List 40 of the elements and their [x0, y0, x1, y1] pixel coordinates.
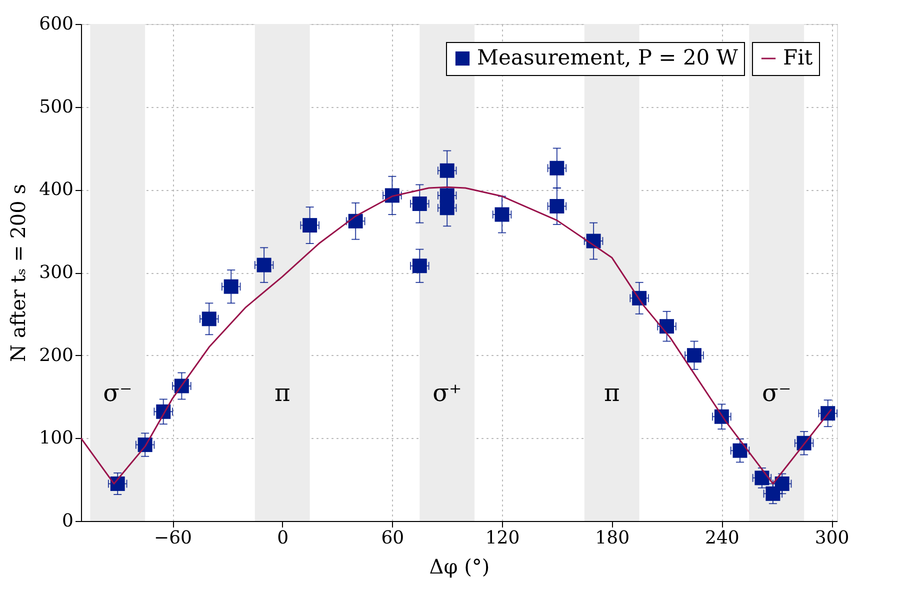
point [660, 319, 674, 334]
band-label: σ⁻ [762, 379, 792, 407]
point [774, 476, 790, 491]
point [732, 443, 748, 458]
point [256, 258, 272, 272]
x-tick-label: 120 [485, 528, 520, 548]
band-label: σ⁻ [103, 379, 132, 407]
x-tick-label: 60 [381, 528, 404, 548]
point [686, 348, 702, 363]
point [412, 196, 427, 211]
legend-label: Fit [783, 46, 814, 70]
point [224, 279, 238, 294]
point [202, 312, 216, 326]
point [494, 207, 510, 222]
x-axis-title: Δφ (°) [429, 554, 490, 578]
point [412, 258, 427, 274]
point [348, 214, 363, 228]
x-tick-label: 0 [277, 528, 289, 548]
point [440, 163, 454, 178]
y-tick-label: 300 [39, 262, 74, 283]
y-tick-label: 0 [62, 510, 74, 532]
point [550, 160, 564, 176]
legend-label: Measurement, P = 20 W [477, 46, 738, 70]
point [302, 218, 318, 233]
band-label: π [604, 379, 620, 407]
point [440, 200, 454, 216]
band-label: σ⁺ [432, 379, 462, 407]
point [550, 198, 564, 214]
x-tick-label: 180 [595, 528, 630, 548]
y-tick-label: 200 [39, 344, 74, 366]
x-tick-label: 300 [814, 528, 850, 548]
y-tick-label: 600 [39, 14, 74, 34]
y-axis-title: N after tₛ = 200 s [6, 184, 30, 362]
y-tick-label: 100 [39, 428, 74, 449]
x-tick-label: 240 [705, 528, 740, 548]
point [754, 470, 770, 486]
band-label: π [274, 379, 290, 407]
y-tick-label: 400 [39, 179, 74, 200]
x-tick-label: −60 [154, 528, 192, 548]
y-tick-label: 500 [39, 96, 74, 118]
